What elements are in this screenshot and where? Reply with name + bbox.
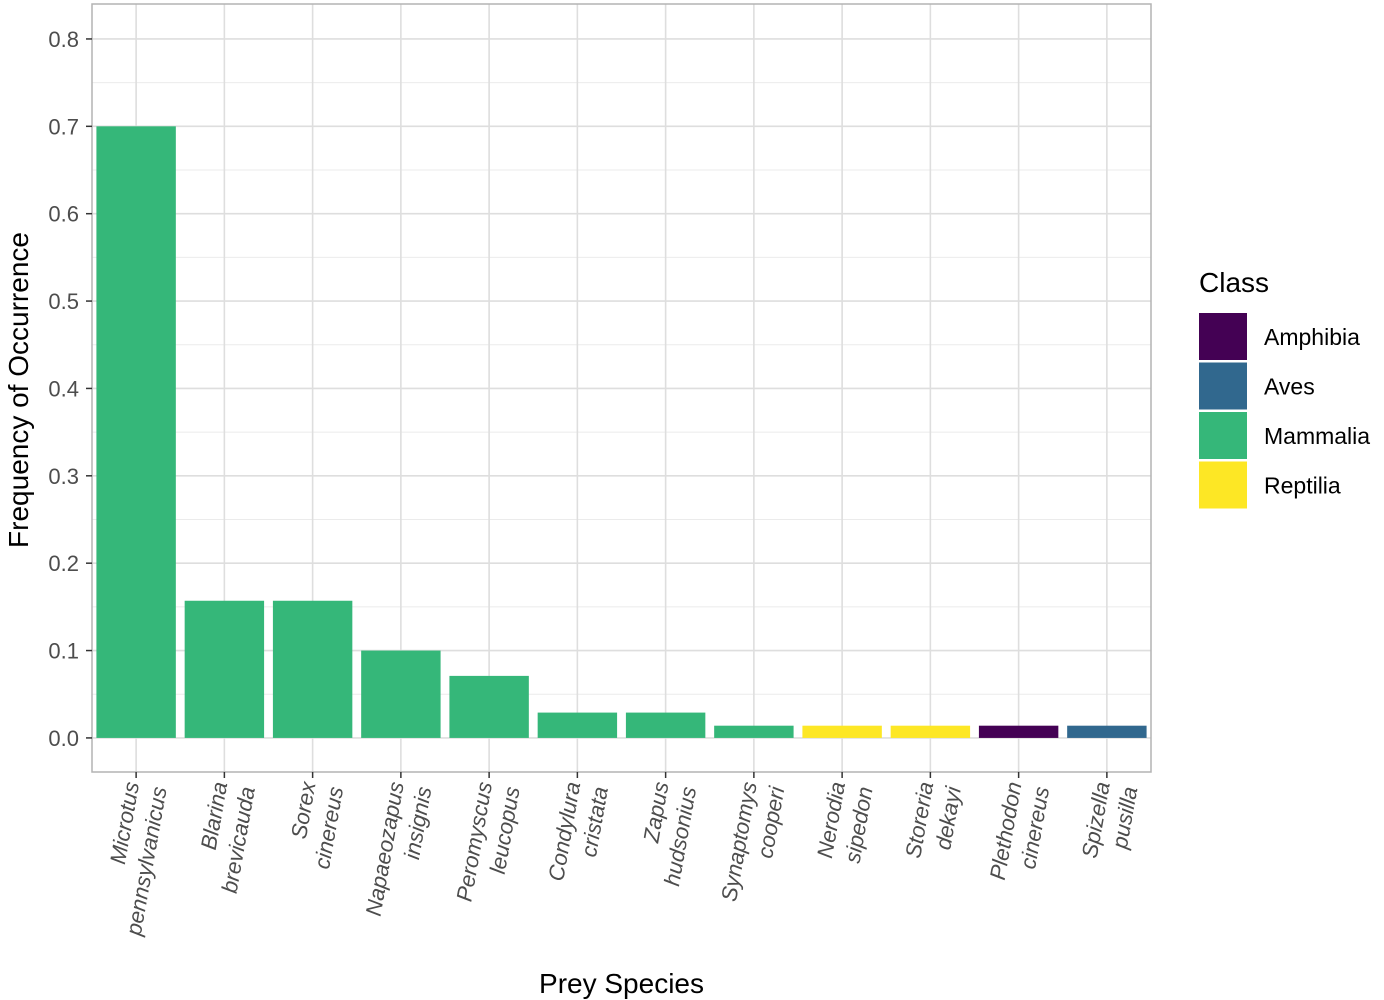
bar [537,712,618,738]
bar [272,600,353,738]
legend: Class Amphibia Aves Mammalia Reptilia [1199,267,1370,509]
bar [1067,725,1147,738]
y-tick-label: 0.6 [48,202,79,227]
minor-gridlines [92,82,1151,695]
y-tick-label: 0.0 [48,726,79,751]
bar [96,126,176,738]
legend-label: Mammalia [1264,423,1370,449]
legend-label: Aves [1264,374,1315,400]
bar [714,725,794,738]
bar [890,725,971,738]
legend-swatch [1199,313,1247,360]
bar [802,725,882,738]
legend-label: Reptilia [1264,473,1341,499]
bar [978,725,1059,738]
legend-label: Amphibia [1264,324,1360,350]
x-axis-title: Prey Species [539,968,704,999]
y-tick-label: 0.2 [48,551,79,576]
bar [449,675,529,738]
legend-items: Amphibia Aves Mammalia Reptilia [1199,313,1370,509]
y-tick-label: 0.3 [48,464,79,489]
y-tick-label: 0.7 [48,114,79,139]
y-tick-label: 0.5 [48,289,79,314]
legend-swatch [1199,412,1247,459]
y-axis: 0.0 0.1 0.2 0.3 0.4 0.5 0.6 0.7 0.8 [48,27,92,751]
y-axis-title: Frequency of Occurrence [3,232,34,548]
y-tick-label: 0.8 [48,27,79,52]
y-tick-label: 0.4 [48,376,79,401]
bar [361,650,441,738]
legend-swatch [1199,362,1247,410]
bar [625,712,706,738]
bars [96,126,1147,738]
legend-title: Class [1199,267,1269,298]
bar [184,600,265,738]
legend-swatch [1199,461,1247,509]
y-tick-label: 0.1 [48,639,79,664]
